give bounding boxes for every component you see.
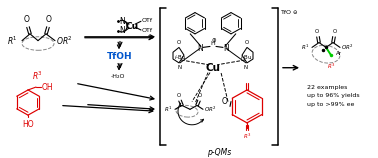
Text: N: N <box>244 65 248 70</box>
Text: O: O <box>198 93 202 98</box>
Text: -H₂O: -H₂O <box>111 74 125 79</box>
Text: $i$-Bu: $i$-Bu <box>240 53 252 61</box>
Text: O: O <box>177 93 181 98</box>
Text: N: N <box>197 44 203 53</box>
Text: OTf: OTf <box>142 28 153 33</box>
Text: $OR^2$: $OR^2$ <box>56 34 73 47</box>
Text: up to >99% ee: up to >99% ee <box>307 102 355 107</box>
Text: O: O <box>24 15 30 24</box>
Text: H: H <box>211 41 215 46</box>
Text: Cu: Cu <box>206 63 220 73</box>
Text: $R^1$: $R^1$ <box>7 34 18 47</box>
Text: O: O <box>315 29 319 34</box>
Text: p-QMs: p-QMs <box>207 148 231 157</box>
Text: N: N <box>119 26 125 35</box>
Text: Ar: Ar <box>336 51 342 56</box>
Text: $R^3$: $R^3$ <box>327 62 335 71</box>
Text: $OR^2$: $OR^2$ <box>341 43 353 52</box>
Text: Cu: Cu <box>125 22 139 31</box>
Text: N: N <box>178 65 182 70</box>
Text: up to 96% yields: up to 96% yields <box>307 93 359 98</box>
Text: OH: OH <box>42 83 54 92</box>
Text: HO: HO <box>22 120 34 129</box>
Text: O: O <box>222 97 228 106</box>
Text: 22 examples: 22 examples <box>307 85 347 90</box>
Text: $^{\ominus}$: $^{\ominus}$ <box>292 10 298 19</box>
Text: $i$-Bu: $i$-Bu <box>174 53 186 61</box>
Text: $R^1$: $R^1$ <box>301 43 309 52</box>
Text: N: N <box>223 44 229 53</box>
Text: $\oplus$: $\oplus$ <box>211 36 217 44</box>
Text: N: N <box>119 17 125 26</box>
Text: O: O <box>46 15 52 24</box>
Text: $R^3$: $R^3$ <box>33 70 43 82</box>
Text: O: O <box>177 40 181 46</box>
Text: $R^3$: $R^3$ <box>243 132 251 141</box>
Text: TfO: TfO <box>281 10 292 15</box>
Text: $R^1$: $R^1$ <box>164 105 172 114</box>
Text: OTf: OTf <box>142 18 153 23</box>
Text: O: O <box>245 40 249 46</box>
Text: $OR^2$: $OR^2$ <box>204 105 217 114</box>
Text: O: O <box>333 29 337 34</box>
Text: TfOH: TfOH <box>107 52 133 61</box>
